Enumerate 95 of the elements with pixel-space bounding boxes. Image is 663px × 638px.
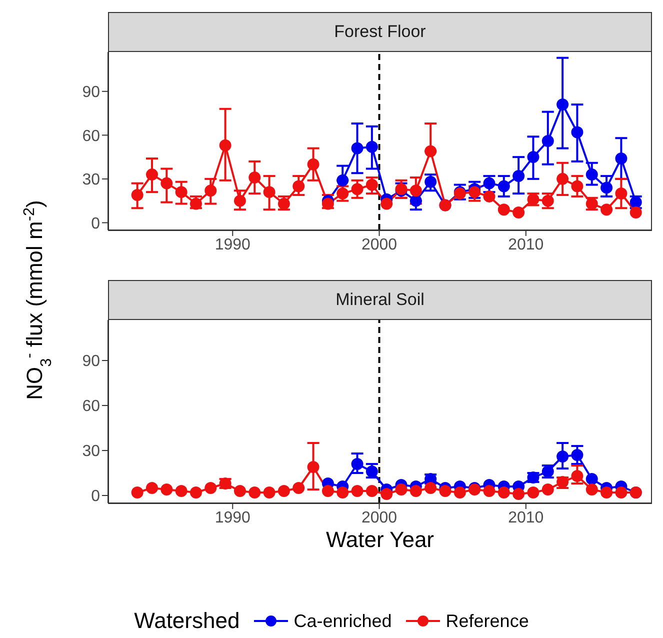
point (336, 486, 349, 498)
point (380, 198, 393, 210)
point (527, 151, 540, 164)
point (483, 190, 496, 202)
point (131, 188, 144, 201)
point (410, 184, 422, 197)
point (439, 485, 452, 497)
x-tick-label: 2010 (508, 236, 544, 254)
point (292, 180, 305, 192)
point (410, 485, 422, 497)
point (351, 183, 364, 196)
point (498, 180, 510, 192)
point (600, 204, 613, 216)
point (160, 484, 173, 496)
point (512, 170, 525, 182)
point (542, 135, 554, 147)
point (571, 126, 584, 138)
point (615, 152, 628, 165)
point (204, 482, 217, 494)
y-tick-label: 30 (82, 172, 100, 189)
legend-label: Ca-enriched (294, 610, 392, 632)
point (527, 486, 540, 498)
point (234, 485, 246, 497)
x-tick-label: 2000 (361, 509, 398, 526)
point (571, 180, 584, 192)
point (351, 458, 364, 470)
y-tick-label: 0 (91, 215, 100, 232)
point (292, 482, 305, 494)
point (615, 188, 628, 200)
point (556, 98, 569, 111)
x-axis-title: Water Year (324, 527, 436, 553)
point (586, 484, 598, 496)
point (498, 204, 510, 216)
y-tick-label: 90 (82, 84, 100, 102)
point (600, 486, 613, 498)
point (630, 206, 642, 218)
point (307, 461, 320, 473)
legend-title: Watershed (134, 608, 240, 634)
y-tick-label: 60 (82, 398, 100, 416)
point (424, 145, 437, 158)
point (571, 449, 584, 461)
point (204, 184, 217, 197)
point (556, 450, 569, 462)
point (366, 178, 378, 191)
point (542, 484, 554, 496)
point (175, 186, 188, 198)
point (278, 485, 290, 497)
point (160, 177, 173, 190)
point (263, 186, 276, 198)
y-tick-label: 30 (82, 443, 100, 460)
point (586, 168, 598, 181)
point (366, 466, 378, 478)
point (424, 482, 437, 494)
point (615, 486, 628, 498)
point (512, 206, 525, 218)
point (190, 198, 202, 210)
point (571, 470, 584, 482)
point (263, 486, 276, 498)
point (483, 485, 496, 497)
point (146, 482, 158, 494)
point (307, 158, 320, 170)
y-tick-label: 90 (82, 353, 100, 370)
point (322, 198, 334, 210)
point (366, 140, 378, 153)
point (366, 485, 378, 497)
point (175, 485, 188, 497)
point (424, 176, 437, 188)
y-tick-label: 0 (91, 488, 100, 506)
point (351, 142, 364, 154)
point (586, 473, 598, 485)
y-tick-label: 60 (82, 128, 100, 145)
x-tick-label: 2010 (508, 509, 544, 526)
x-tick-label: 1990 (214, 509, 251, 526)
point (512, 488, 525, 500)
point (600, 182, 613, 194)
point (322, 485, 334, 497)
point (248, 171, 261, 184)
point (498, 486, 510, 498)
point (131, 486, 144, 498)
point (190, 486, 202, 498)
x-tick-label: 1990 (214, 236, 251, 254)
point (336, 174, 349, 186)
point (146, 168, 158, 181)
chart-title: Forest Floor (108, 12, 652, 52)
point (248, 486, 261, 498)
point (556, 172, 569, 185)
point (395, 484, 408, 496)
point (234, 194, 246, 207)
x-tick-label: 2000 (361, 236, 398, 254)
legend-label: Reference (446, 610, 529, 632)
point (219, 139, 232, 152)
point (454, 486, 466, 498)
point (380, 488, 393, 500)
chart-title: Mineral Soil (108, 280, 652, 320)
point (351, 485, 364, 497)
